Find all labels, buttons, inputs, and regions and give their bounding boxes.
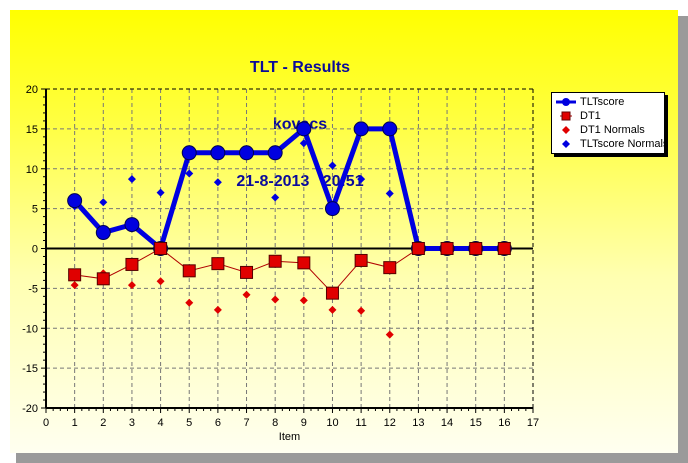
dt1-point [354, 253, 368, 267]
tltscore-normal-point [385, 189, 394, 198]
y-tick-label: -20 [22, 403, 38, 415]
dt1-point [297, 256, 311, 270]
red-diamond-icon [562, 126, 570, 134]
x-tick-label: 8 [272, 417, 278, 429]
title-line: TLT - Results [249, 59, 351, 76]
tltscore-point [324, 201, 340, 217]
dt1-point [68, 268, 82, 282]
dt1-normal-point [328, 305, 337, 314]
y-tick-label: 20 [26, 84, 38, 96]
line-circle-marker-icon [556, 98, 576, 106]
dt1-normal-point [127, 281, 136, 290]
y-tick-label: 5 [32, 204, 38, 216]
x-tick-label: 6 [215, 417, 221, 429]
x-tick-label: 4 [158, 417, 164, 429]
x-tick-label: 12 [384, 417, 396, 429]
x-tick-label: 3 [129, 417, 135, 429]
x-tick-label: 10 [326, 417, 338, 429]
y-tick-label: -10 [22, 323, 38, 335]
dt1-normal-point [271, 295, 280, 304]
dt1-point [154, 242, 168, 255]
y-tick-label: 0 [32, 244, 38, 256]
tltscore-point [181, 145, 197, 161]
x-tick-label: 11 [355, 417, 366, 429]
blue-diamond-icon [562, 140, 570, 148]
y-tick-label: -5 [28, 283, 38, 295]
dt1-point [325, 286, 339, 300]
dt1-line [74, 247, 505, 294]
y-tick-label: 10 [26, 164, 38, 176]
tltscore-point [353, 121, 369, 137]
legend: TLTscore DT1 DT1 Normals TLTscore Normal… [551, 92, 668, 154]
dt1-normal-point [299, 296, 308, 305]
dt1-normal-point [70, 281, 79, 290]
x-axis-label: Item [279, 431, 300, 443]
x-tick-label: 5 [186, 417, 192, 429]
legend-item-dt1: DT1 [556, 109, 601, 123]
dt1-point [182, 264, 196, 278]
y-tick-label: -15 [22, 363, 38, 375]
x-tick-label: 7 [243, 417, 249, 429]
dt1-normal-point [213, 305, 222, 314]
y-tick-label: 15 [26, 124, 38, 136]
tltscore-point [382, 121, 398, 137]
legend-item-tltscore-normals: TLTscore Normals [556, 137, 668, 151]
tltscore-point [124, 217, 140, 233]
dt1-point [469, 242, 483, 255]
x-tick-label: 13 [412, 417, 424, 429]
dt1-point [440, 242, 454, 255]
dt1-point [411, 242, 425, 255]
tltscore-normal-point [156, 188, 165, 197]
tltscore-point [296, 121, 312, 137]
x-tick-label: 9 [301, 417, 307, 429]
tltscore-normal-point [185, 169, 194, 178]
tltscore-line [72, 126, 505, 251]
tltscore-normal-point [357, 175, 366, 184]
dt1-point [383, 261, 397, 275]
tltscore-point [239, 145, 255, 161]
tltscore-normal-point [99, 198, 108, 207]
tltscore-point [67, 193, 83, 209]
dt1-normal-point [185, 298, 194, 307]
dt1-normal-point [357, 306, 366, 315]
tltscore-normal-point [213, 178, 222, 187]
x-tick-label: 2 [100, 417, 106, 429]
dt1-point [125, 257, 139, 271]
tltscore-point [267, 145, 283, 161]
square-marker-icon [560, 111, 572, 121]
dt1-point [268, 254, 282, 268]
tltscore-normal-point [127, 175, 136, 184]
dt1-point [240, 265, 254, 279]
x-tick-label: 1 [72, 417, 78, 429]
x-tick-label: 16 [498, 417, 510, 429]
dt1-point [497, 242, 511, 255]
dt1-normal-point [385, 330, 394, 339]
dt1-normal-point [156, 277, 165, 286]
dt1-point [211, 257, 225, 271]
x-tick-label: 17 [527, 417, 539, 429]
x-tick-label: 15 [470, 417, 482, 429]
x-tick-label: 14 [441, 417, 453, 429]
x-tick-label: 0 [43, 417, 49, 429]
tltscore-normal-point [271, 193, 280, 202]
dt1-normal-point [242, 290, 251, 299]
legend-item-dt1-normals: DT1 Normals [556, 123, 645, 137]
chart-frame: TLT - Results kovacs 21-8-2013 20:51 [10, 10, 678, 453]
tltscore-point [210, 145, 226, 161]
tltscore-point [95, 225, 111, 241]
dt1-point [96, 272, 110, 286]
legend-item-tltscore: TLTscore [556, 95, 624, 109]
tltscore-normal-point [328, 161, 337, 170]
